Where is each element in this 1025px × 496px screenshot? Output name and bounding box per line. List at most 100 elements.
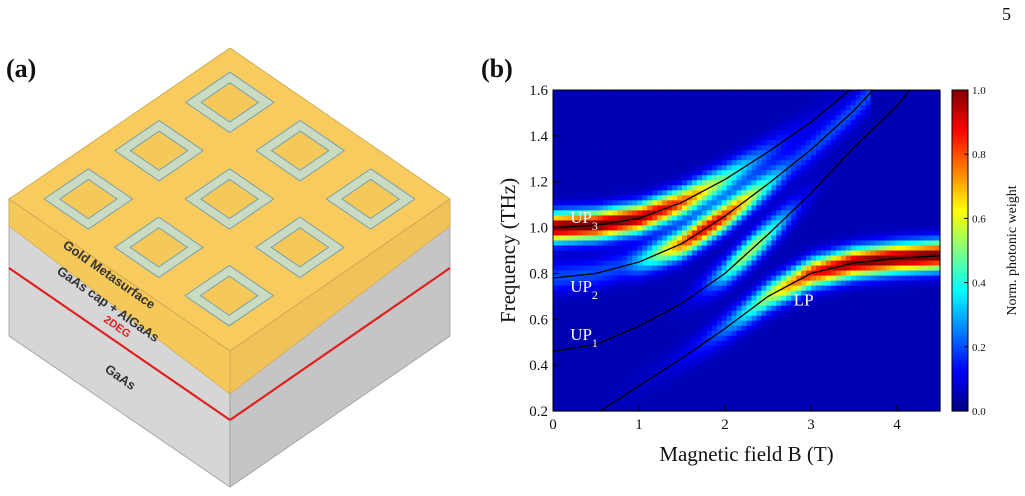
heatmap-cell: [746, 350, 753, 357]
heatmap-cell: [885, 360, 891, 367]
heatmap-cell: [657, 155, 663, 161]
heatmap-cell: [557, 275, 564, 282]
heatmap-cell: [811, 140, 817, 146]
heatmap-cell: [716, 200, 723, 206]
heatmap-cell: [875, 360, 882, 367]
heatmap-cell: [751, 195, 758, 201]
heatmap-cell: [553, 125, 559, 131]
heatmap-cell: [592, 255, 599, 262]
heatmap-cell: [657, 350, 663, 357]
heatmap-cell: [885, 195, 891, 201]
heatmap-cell: [726, 190, 733, 196]
heatmap-cell: [647, 325, 653, 332]
heatmap-cell: [657, 170, 663, 176]
heatmap-cell: [771, 115, 777, 121]
heatmap-cell: [582, 220, 589, 227]
heatmap-cell: [751, 345, 758, 352]
heatmap-cell: [691, 215, 698, 222]
heatmap-cell: [751, 365, 758, 372]
heatmap-cell: [577, 325, 584, 332]
heatmap-cell: [617, 120, 624, 126]
heatmap-cell: [860, 180, 867, 186]
heatmap-cell: [607, 295, 614, 302]
heatmap-cell: [915, 215, 921, 222]
heatmap-cell: [627, 370, 633, 377]
heatmap-cell: [905, 300, 911, 307]
heatmap-cell: [662, 325, 668, 332]
heatmap-cell: [672, 150, 678, 156]
heatmap-cell: [830, 310, 837, 317]
heatmap-cell: [617, 145, 624, 151]
heatmap-cell: [840, 100, 847, 106]
heatmap-cell: [716, 265, 723, 272]
heatmap-cell: [736, 345, 743, 352]
heatmap-cell: [766, 300, 772, 307]
heatmap-cell: [612, 255, 619, 262]
heatmap-cell: [662, 130, 668, 136]
heatmap-cell: [572, 275, 579, 282]
heatmap-cell: [811, 95, 817, 101]
heatmap-cell: [766, 190, 772, 196]
heatmap-cell: [731, 260, 738, 267]
heatmap-cell: [602, 125, 609, 131]
heatmap-cell: [905, 335, 911, 342]
heatmap-cell: [711, 135, 718, 141]
heatmap-cell: [602, 130, 609, 136]
heatmap-cell: [870, 395, 877, 402]
heatmap-cell: [855, 265, 862, 272]
heatmap-cell: [791, 260, 797, 267]
heatmap-cell: [686, 165, 693, 171]
heatmap-cell: [865, 250, 872, 257]
heatmap-cell: [761, 245, 767, 252]
heatmap-cell: [756, 185, 762, 191]
heatmap-cell: [860, 95, 867, 101]
heatmap-cell: [776, 380, 782, 387]
heatmap-cell: [741, 135, 748, 141]
heatmap-cell: [751, 300, 758, 307]
heatmap-cell: [761, 260, 767, 267]
heatmap-cell: [895, 160, 901, 166]
heatmap-cell: [806, 265, 812, 272]
heatmap-cell: [801, 115, 807, 121]
heatmap-cell: [627, 200, 633, 206]
heatmap-cell: [691, 200, 698, 206]
heatmap-cell: [627, 335, 633, 342]
heatmap-cell: [791, 370, 797, 377]
heatmap-cell: [900, 380, 906, 387]
heatmap-cell: [726, 220, 733, 227]
heatmap-cell: [890, 125, 896, 131]
heatmap-cell: [820, 160, 827, 166]
heatmap-cell: [553, 400, 559, 407]
heatmap-cell: [885, 175, 891, 181]
heatmap-cell: [930, 165, 936, 171]
heatmap-cell: [825, 405, 832, 412]
heatmap-cell: [796, 335, 802, 342]
heatmap-cell: [806, 140, 812, 146]
heatmap-cell: [562, 195, 569, 201]
heatmap-cell: [925, 340, 931, 347]
heatmap-cell: [840, 360, 847, 367]
heatmap-cell: [672, 165, 678, 171]
heatmap-cell: [582, 265, 589, 272]
heatmap-cell: [587, 175, 594, 181]
heatmap-cell: [786, 260, 792, 267]
heatmap-cell: [880, 255, 887, 262]
heatmap-cell: [845, 110, 852, 116]
heatmap-cell: [815, 120, 822, 126]
heatmap-cell: [553, 135, 559, 141]
heatmap-cell: [677, 330, 683, 337]
heatmap-cell: [607, 375, 614, 382]
heatmap-cell: [746, 240, 753, 247]
heatmap-cell: [801, 215, 807, 222]
heatmap-cell: [562, 210, 569, 216]
heatmap-cell: [706, 340, 713, 347]
heatmap-cell: [815, 160, 822, 166]
heatmap-cell: [617, 315, 624, 322]
heatmap-cell: [920, 350, 926, 357]
heatmap-cell: [830, 235, 837, 242]
heatmap-cell: [865, 360, 872, 367]
heatmap-cell: [860, 385, 867, 392]
heatmap-cell: [930, 385, 936, 392]
heatmap-cell: [667, 140, 673, 146]
heatmap-cell: [806, 90, 812, 96]
